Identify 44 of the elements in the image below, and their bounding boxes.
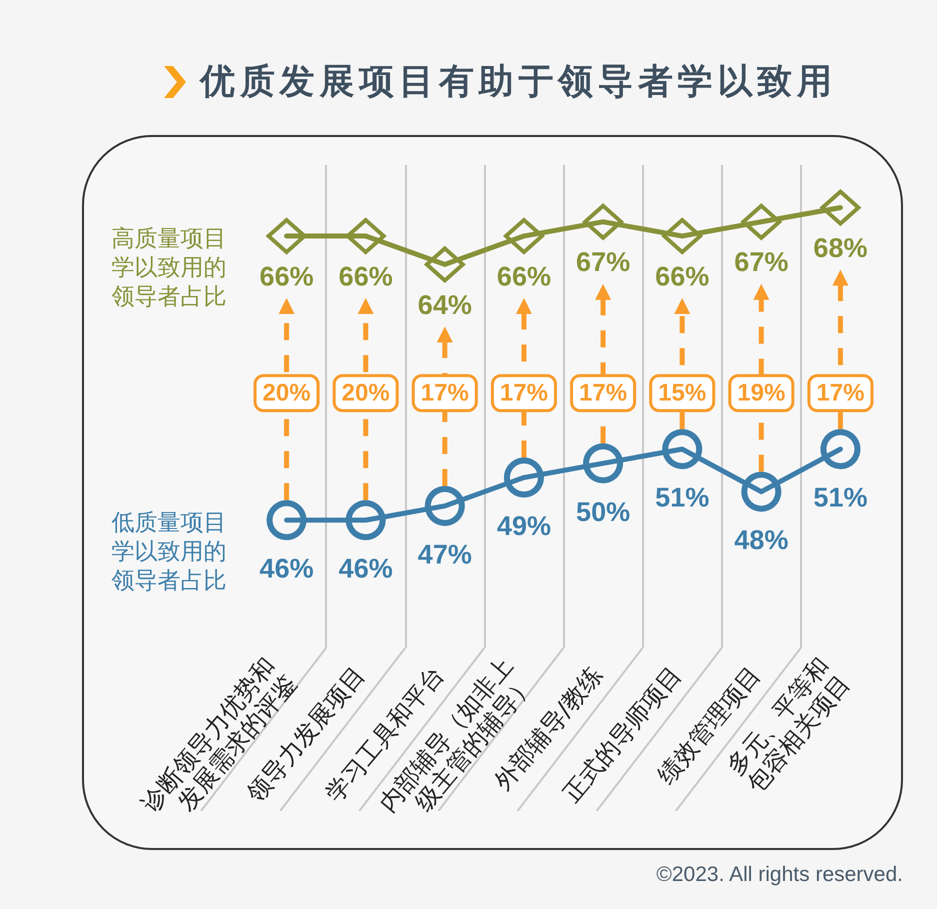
chart-title: 优质发展项目有助于领导者学以致用 (200, 61, 837, 104)
data-label: 51% (655, 482, 710, 513)
data-label: 50% (576, 496, 630, 527)
annotation: 20% (342, 380, 390, 407)
point (504, 218, 544, 254)
data-label: 48% (734, 525, 788, 556)
annotation: 15% (658, 380, 706, 407)
point (504, 458, 544, 498)
data-label: 66% (338, 261, 393, 292)
annotation: 17% (816, 380, 864, 407)
point (266, 500, 307, 540)
text: ©2023. All rights reserved. (656, 862, 903, 888)
data-label: 67% (576, 247, 630, 278)
point (583, 443, 624, 484)
annotation: 20% (262, 380, 311, 407)
point (662, 218, 702, 254)
annotation: 19% (737, 380, 786, 407)
point (346, 218, 386, 254)
data-label: 66% (496, 261, 551, 292)
point (424, 246, 465, 282)
data-label: 66% (655, 261, 710, 292)
point (266, 218, 307, 254)
point (583, 204, 624, 240)
point (662, 429, 702, 470)
annotation: 17% (500, 380, 548, 407)
series-label: 高质量项目学以致用的领导者占比 (112, 226, 227, 310)
data-label: 49% (496, 511, 551, 542)
point (820, 190, 860, 226)
series-label: 低质量项目学以致用的领导者占比 (112, 510, 227, 594)
point (424, 486, 465, 526)
annotation: 17% (579, 380, 628, 407)
data-label: 64% (418, 290, 472, 320)
point (741, 472, 782, 512)
data-label: 67% (734, 247, 788, 278)
data-label: 51% (813, 482, 868, 513)
data-label: 66% (260, 261, 314, 292)
data-label: 68% (813, 233, 868, 264)
data-label: 46% (338, 554, 393, 584)
point (741, 204, 782, 240)
point (820, 429, 860, 470)
data-label: 47% (418, 539, 472, 570)
point (346, 500, 386, 540)
annotation: 17% (420, 380, 469, 407)
data-label: 46% (260, 554, 314, 584)
